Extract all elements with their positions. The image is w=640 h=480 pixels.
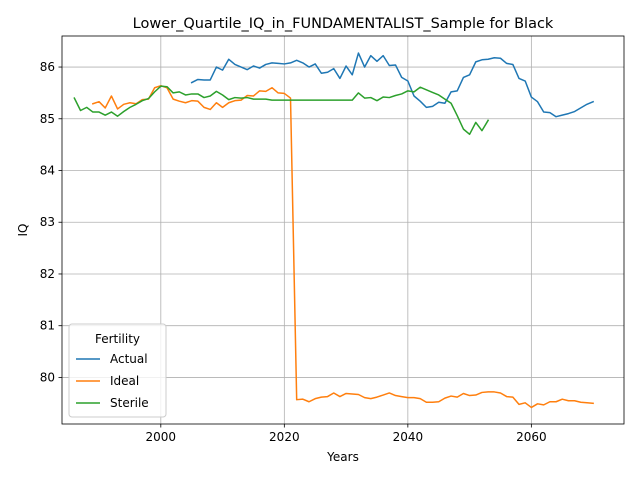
x-tick-label: 2040 [393,430,424,444]
axis-ticks: 2000 2020 2040 2060 80 81 82 83 84 85 86 [40,60,547,444]
y-tick-label: 82 [40,267,55,281]
y-tick-label: 85 [40,112,55,126]
legend-box [68,323,167,418]
x-tick-label: 2020 [269,430,300,444]
series-line-ideal [91,84,594,409]
series-line-actual [190,52,595,118]
y-tick-label: 81 [40,319,55,333]
legend-label-actual: Actual [110,352,148,366]
y-tick-label: 83 [40,215,55,229]
legend-label-ideal: Ideal [110,374,139,388]
x-tick-label: 2000 [146,430,177,444]
x-tick-label: 2060 [516,430,547,444]
y-tick-label: 86 [40,60,55,74]
series-lines [73,52,595,409]
y-tick-label: 80 [40,370,55,384]
legend-title: Fertility [95,332,140,346]
series-line-sterile [73,85,490,136]
legend-label-sterile: Sterile [110,396,149,410]
legend: Fertility Actual Ideal Sterile [68,323,167,418]
y-tick-label: 84 [40,164,55,178]
plot-frame [61,35,625,425]
chart-title: Lower_Quartile_IQ_in_FUNDAMENTALIST_Samp… [133,16,554,32]
x-axis-label: Years [326,450,359,464]
y-axis-label: IQ [16,224,30,237]
